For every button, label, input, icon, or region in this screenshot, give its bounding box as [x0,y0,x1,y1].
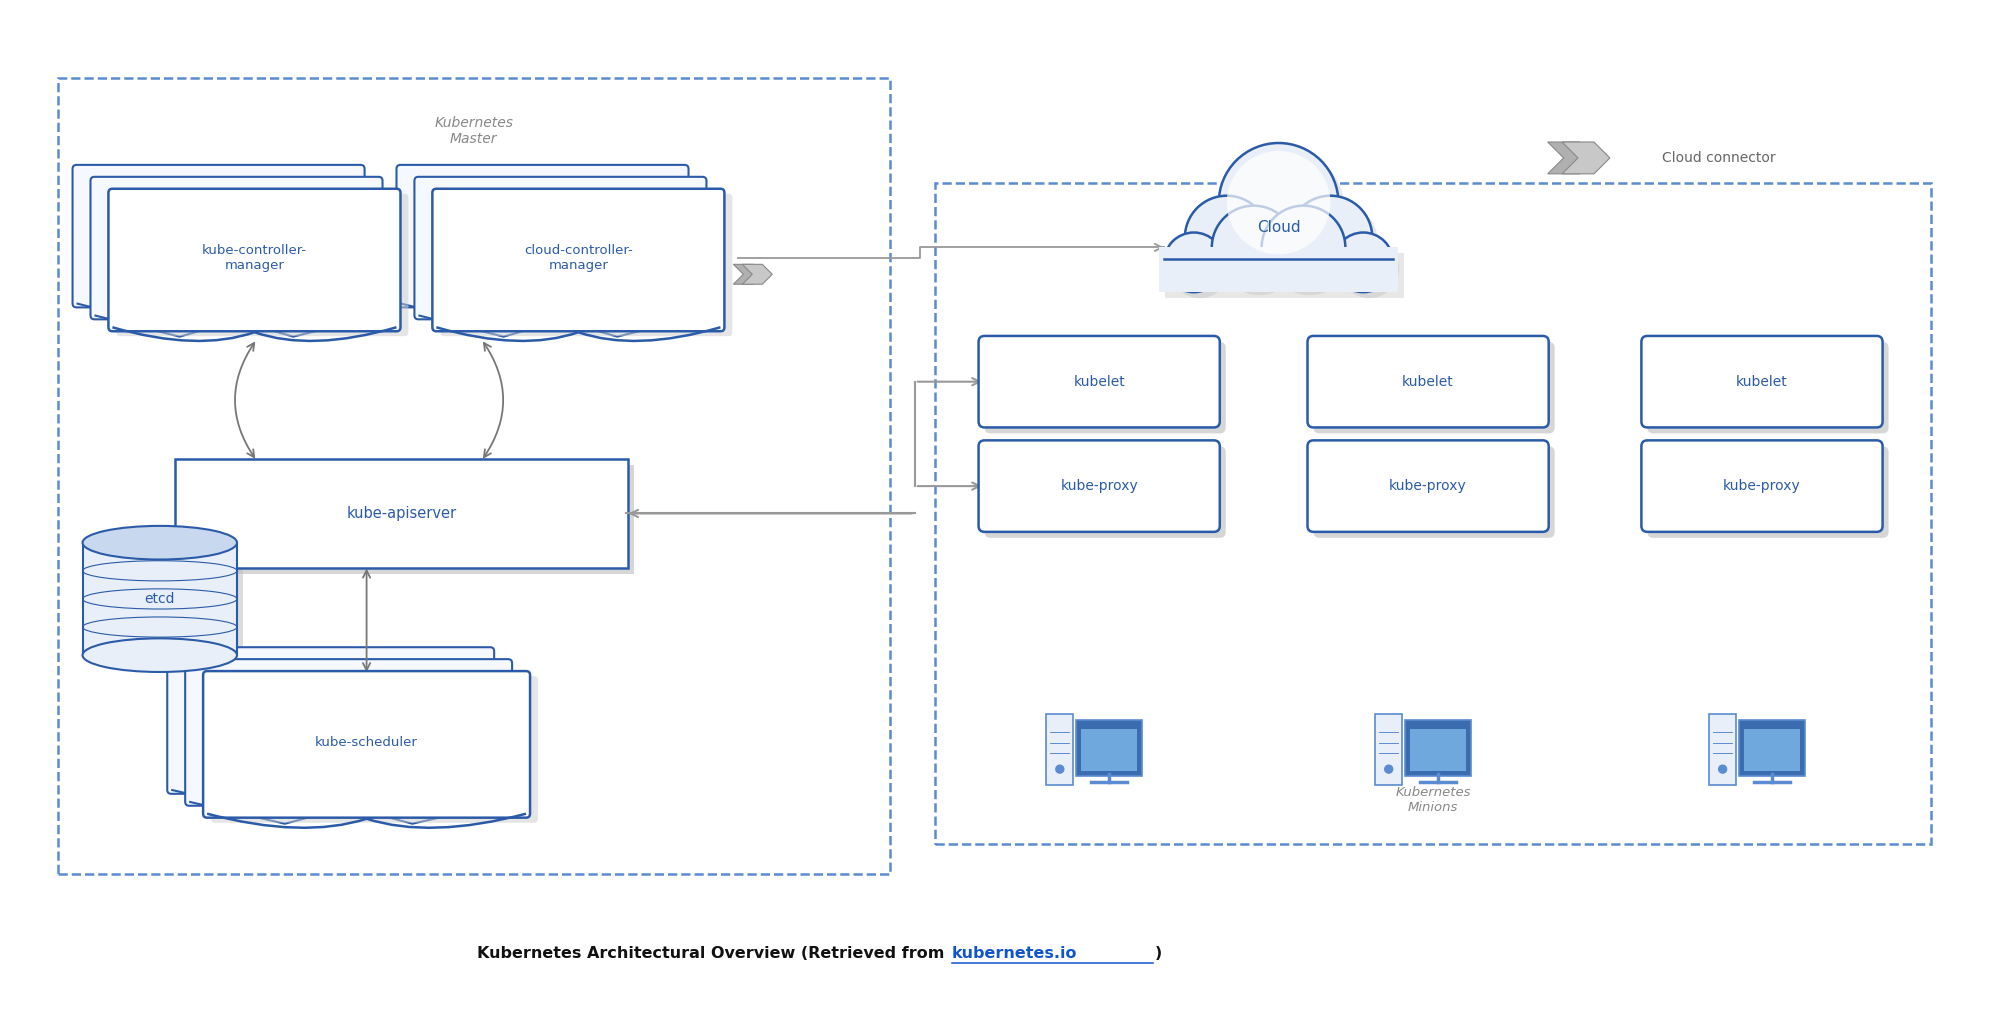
FancyBboxPatch shape [72,165,364,307]
FancyBboxPatch shape [979,441,1219,532]
Text: etcd: etcd [144,591,176,606]
Circle shape [1227,151,1331,255]
Circle shape [1055,765,1063,773]
Circle shape [1163,233,1223,292]
Circle shape [1718,765,1726,773]
FancyBboxPatch shape [1045,714,1073,786]
Circle shape [1295,201,1377,285]
FancyBboxPatch shape [182,465,633,573]
FancyBboxPatch shape [108,189,400,332]
Bar [1165,254,1403,298]
Text: kube-proxy: kube-proxy [1389,479,1467,493]
FancyBboxPatch shape [116,194,408,337]
Circle shape [1211,205,1295,289]
Polygon shape [741,264,771,284]
FancyBboxPatch shape [1640,441,1882,532]
FancyBboxPatch shape [1405,720,1471,776]
Circle shape [1261,205,1345,289]
FancyBboxPatch shape [1646,342,1888,434]
FancyBboxPatch shape [1075,720,1141,776]
FancyBboxPatch shape [90,177,382,319]
Circle shape [1185,196,1269,279]
FancyBboxPatch shape [1307,336,1548,428]
FancyBboxPatch shape [1708,714,1734,786]
Circle shape [1267,211,1351,295]
FancyBboxPatch shape [1081,729,1137,771]
FancyBboxPatch shape [1307,441,1548,532]
FancyBboxPatch shape [1742,729,1798,771]
Text: kube-proxy: kube-proxy [1722,479,1800,493]
FancyBboxPatch shape [82,543,238,655]
Text: Kubernetes
Master: Kubernetes Master [434,116,513,147]
FancyBboxPatch shape [1313,342,1554,434]
Ellipse shape [82,526,238,559]
Text: kubelet: kubelet [1401,375,1453,388]
FancyBboxPatch shape [88,549,244,661]
Circle shape [1219,143,1339,262]
Circle shape [1333,233,1393,292]
FancyBboxPatch shape [1646,446,1888,538]
Circle shape [1339,239,1399,298]
FancyBboxPatch shape [1375,714,1401,786]
Circle shape [1169,239,1229,298]
Bar [58,79,889,874]
FancyBboxPatch shape [1409,729,1465,771]
Circle shape [1191,201,1275,285]
Bar [1159,248,1397,292]
Text: Cloud connector: Cloud connector [1662,151,1774,165]
Text: kube-controller-
manager: kube-controller- manager [202,245,308,272]
FancyBboxPatch shape [186,659,511,806]
Circle shape [1385,765,1393,773]
FancyBboxPatch shape [168,647,494,794]
Text: kube-proxy: kube-proxy [1059,479,1137,493]
Text: Kubernetes Architectural Overview (Retrieved from: Kubernetes Architectural Overview (Retri… [476,946,949,961]
FancyBboxPatch shape [985,446,1225,538]
Circle shape [1225,149,1345,268]
Text: Kubernetes
Minions: Kubernetes Minions [1395,787,1471,814]
Text: kubernetes.io: kubernetes.io [951,946,1077,961]
Text: kubelet: kubelet [1073,375,1125,388]
Polygon shape [733,264,763,284]
Polygon shape [1546,142,1594,174]
Bar [935,183,1930,844]
FancyBboxPatch shape [440,194,731,337]
FancyBboxPatch shape [176,459,627,567]
Circle shape [1217,211,1301,295]
FancyBboxPatch shape [396,165,687,307]
Text: kubelet: kubelet [1734,375,1786,388]
FancyBboxPatch shape [204,671,529,818]
Ellipse shape [82,638,238,672]
Text: kube-apiserver: kube-apiserver [346,506,456,521]
Text: cloud-controller-
manager: cloud-controller- manager [523,245,633,272]
FancyBboxPatch shape [985,342,1225,434]
FancyBboxPatch shape [1313,446,1554,538]
Text: kube-scheduler: kube-scheduler [316,736,418,749]
FancyBboxPatch shape [414,177,705,319]
FancyBboxPatch shape [212,676,537,823]
Text: ): ) [1155,946,1161,961]
Polygon shape [1560,142,1608,174]
Text: Cloud: Cloud [1257,220,1301,235]
FancyBboxPatch shape [979,336,1219,428]
FancyBboxPatch shape [1738,720,1804,776]
Circle shape [1289,196,1371,279]
FancyBboxPatch shape [432,189,723,332]
FancyBboxPatch shape [1640,336,1882,428]
